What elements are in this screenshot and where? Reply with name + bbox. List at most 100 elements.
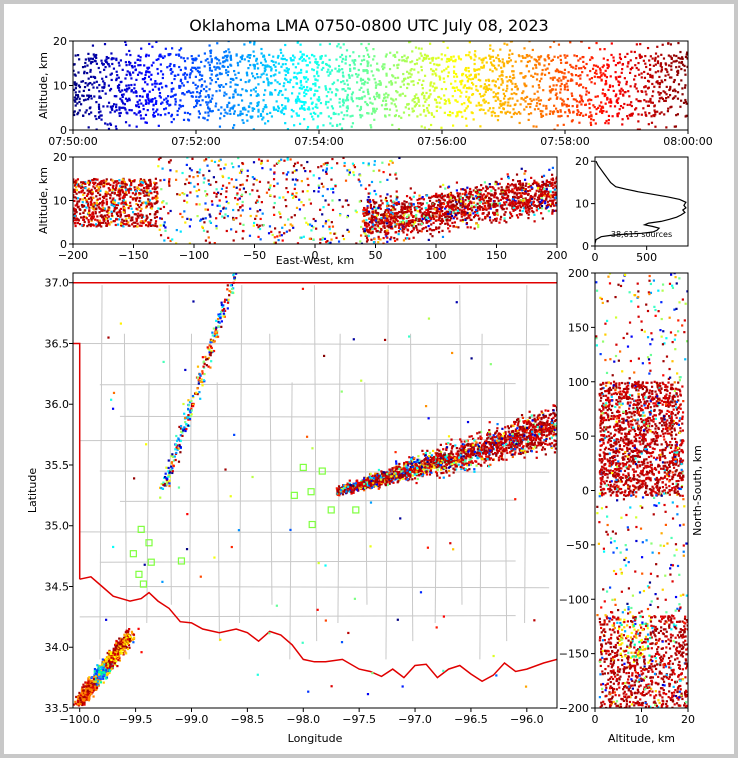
source-point (73, 215, 76, 218)
source-point (245, 90, 248, 93)
source-point (357, 178, 360, 181)
source-point (133, 180, 136, 183)
source-point (149, 182, 152, 186)
source-point (131, 223, 134, 226)
source-point (431, 202, 434, 206)
source-point (571, 105, 574, 108)
source-point (631, 112, 634, 115)
source-point (131, 192, 134, 195)
source-point (294, 178, 298, 181)
source-point (396, 76, 400, 79)
source-point (510, 115, 513, 119)
source-point (95, 195, 98, 198)
source-point (365, 240, 369, 243)
source-point (448, 113, 451, 117)
source-point (115, 57, 118, 60)
source-point (186, 80, 189, 84)
source-point (529, 205, 532, 208)
source-point (73, 63, 76, 66)
source-point (383, 114, 387, 117)
source-point (404, 206, 407, 209)
source-point (115, 78, 118, 82)
source-point (144, 224, 148, 227)
source-point (278, 234, 281, 237)
source-point (495, 219, 498, 222)
source-point (95, 101, 98, 104)
source-point (257, 235, 260, 238)
source-point (198, 168, 202, 171)
source-point (278, 211, 281, 214)
source-point (477, 101, 480, 104)
source-point (680, 61, 683, 65)
source-point (164, 107, 168, 110)
source-point (254, 201, 258, 204)
source-point (124, 185, 127, 188)
source-point (527, 193, 530, 196)
source-point (508, 202, 511, 205)
source-point (333, 232, 336, 235)
source-point (649, 97, 652, 101)
source-point (555, 92, 558, 95)
source-point (545, 179, 549, 182)
source-point (383, 226, 386, 229)
source-point (262, 116, 265, 119)
source-point (478, 188, 481, 192)
source-point (667, 96, 670, 99)
source-point (386, 178, 389, 181)
source-point (446, 204, 449, 207)
source-point (286, 157, 289, 159)
source-point (78, 86, 82, 89)
source-point (85, 109, 88, 112)
source-point (223, 108, 226, 111)
source-point (482, 187, 485, 190)
source-point (300, 68, 303, 72)
source-point (379, 81, 382, 84)
source-point (555, 203, 557, 206)
source-point (524, 96, 527, 99)
source-point (314, 219, 317, 223)
source-point (179, 212, 182, 216)
source-point (309, 87, 312, 90)
source-point (627, 90, 630, 93)
source-point (375, 218, 378, 221)
source-point (266, 159, 269, 162)
source-point (79, 212, 82, 215)
source-point (326, 106, 329, 109)
source-point (265, 106, 268, 109)
source-point (519, 112, 522, 115)
source-point (295, 82, 298, 85)
source-point (173, 77, 176, 81)
source-point (468, 74, 471, 77)
source-point (126, 70, 129, 73)
source-point (77, 200, 81, 203)
source-point (140, 72, 143, 75)
source-point (135, 197, 138, 200)
source-point (455, 205, 458, 208)
source-point (146, 183, 149, 186)
source-point (479, 95, 483, 98)
source-point (373, 163, 376, 166)
source-point (481, 58, 484, 61)
source-point (229, 55, 232, 58)
source-point (414, 208, 417, 211)
source-point (427, 96, 430, 99)
source-point (130, 207, 133, 210)
source-point (571, 74, 574, 77)
source-point (293, 124, 296, 127)
source-point (114, 125, 118, 128)
source-point (219, 117, 222, 120)
source-point (513, 111, 516, 114)
source-point (230, 228, 233, 231)
source-point (148, 199, 151, 202)
source-point (281, 109, 284, 112)
source-point (313, 75, 316, 78)
source-point (191, 66, 194, 69)
source-point (152, 103, 155, 106)
source-point (81, 186, 84, 189)
source-point (509, 211, 512, 214)
source-point (107, 215, 110, 218)
source-point (307, 183, 310, 187)
source-point (135, 78, 138, 81)
source-point (580, 95, 583, 98)
source-point (248, 193, 252, 196)
